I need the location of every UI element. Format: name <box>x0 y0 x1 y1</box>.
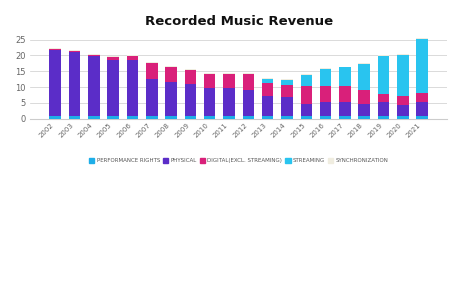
Bar <box>243 73 254 74</box>
Bar <box>339 86 351 102</box>
Bar <box>107 56 119 57</box>
Bar <box>281 98 293 117</box>
Bar <box>204 73 215 74</box>
Bar <box>69 117 80 119</box>
Bar <box>146 79 158 117</box>
Bar <box>204 117 215 119</box>
Bar <box>397 54 409 55</box>
Bar <box>223 73 235 74</box>
Bar <box>107 59 119 117</box>
Bar <box>262 96 274 117</box>
Bar <box>416 102 428 117</box>
Bar <box>127 60 138 117</box>
Bar <box>359 90 370 104</box>
Bar <box>185 70 196 84</box>
Bar <box>281 85 293 98</box>
Title: Recorded Music Revenue: Recorded Music Revenue <box>145 15 333 28</box>
Bar <box>107 117 119 119</box>
Bar <box>127 117 138 119</box>
Bar <box>397 55 409 96</box>
Bar <box>320 117 331 119</box>
Bar <box>262 78 274 79</box>
Bar <box>339 117 351 119</box>
Bar <box>300 104 312 117</box>
Bar <box>339 102 351 117</box>
Bar <box>359 117 370 119</box>
Bar <box>378 102 389 117</box>
Bar <box>146 62 158 63</box>
Bar <box>416 93 428 102</box>
Bar <box>359 104 370 117</box>
Bar <box>185 84 196 117</box>
Bar <box>88 55 99 56</box>
Bar <box>320 68 331 69</box>
Bar <box>146 63 158 79</box>
Bar <box>320 102 331 117</box>
Bar <box>165 66 177 82</box>
Bar <box>146 117 158 119</box>
Bar <box>223 74 235 88</box>
Bar <box>320 69 331 86</box>
Bar <box>416 38 428 39</box>
Bar <box>223 88 235 117</box>
Bar <box>262 83 274 96</box>
Bar <box>300 74 312 76</box>
Bar <box>127 56 138 60</box>
Bar <box>185 69 196 70</box>
Bar <box>339 67 351 86</box>
Bar <box>397 117 409 119</box>
Bar <box>88 56 99 117</box>
Bar <box>165 82 177 117</box>
Bar <box>339 66 351 67</box>
Bar <box>281 117 293 119</box>
Bar <box>69 51 80 52</box>
Legend: PERFORMANCE RIGHTS, PHYSICAL, DIGITAL(EXCL. STREAMING), STREAMING, SYNCHRONIZATI: PERFORMANCE RIGHTS, PHYSICAL, DIGITAL(EX… <box>87 156 391 165</box>
Bar <box>262 79 274 83</box>
Bar <box>165 117 177 119</box>
Bar <box>204 88 215 117</box>
Bar <box>320 86 331 102</box>
Bar <box>69 52 80 117</box>
Bar <box>107 57 119 59</box>
Bar <box>378 56 389 94</box>
Bar <box>88 117 99 119</box>
Bar <box>359 64 370 90</box>
Bar <box>416 117 428 119</box>
Bar <box>88 54 99 55</box>
Bar <box>49 50 61 117</box>
Bar <box>300 76 312 86</box>
Bar <box>49 49 61 50</box>
Bar <box>223 117 235 119</box>
Bar <box>204 74 215 88</box>
Bar <box>378 117 389 119</box>
Bar <box>378 94 389 102</box>
Bar <box>69 50 80 51</box>
Bar <box>243 90 254 117</box>
Bar <box>359 63 370 64</box>
Bar <box>281 80 293 85</box>
Bar <box>300 86 312 104</box>
Bar <box>416 39 428 93</box>
Bar <box>49 48 61 49</box>
Bar <box>243 117 254 119</box>
Bar <box>397 96 409 105</box>
Bar <box>262 117 274 119</box>
Bar <box>300 117 312 119</box>
Bar <box>185 117 196 119</box>
Bar <box>281 79 293 80</box>
Bar <box>397 105 409 117</box>
Bar <box>49 117 61 119</box>
Bar <box>243 74 254 90</box>
